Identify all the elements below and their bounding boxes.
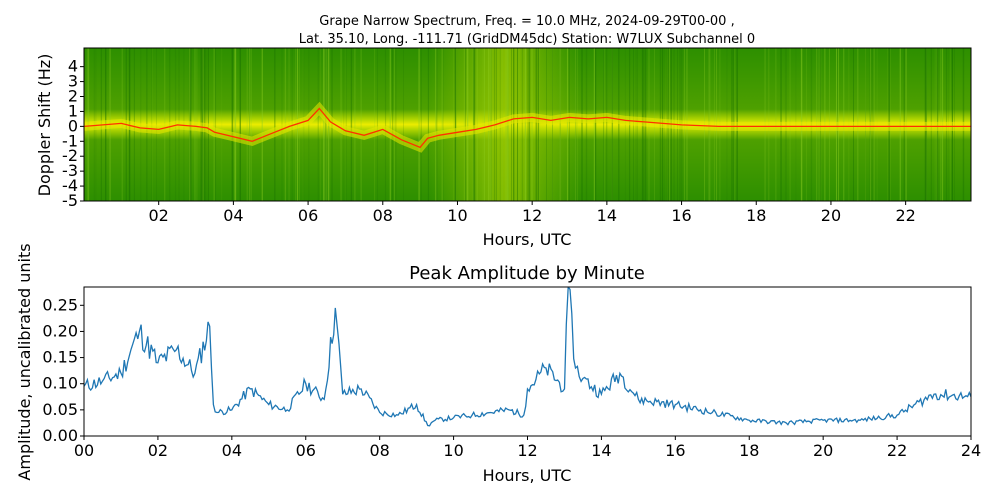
- amplitude-y-tick-label: 0.15: [42, 348, 78, 367]
- spectrogram-x-tick-label: 18: [746, 206, 766, 225]
- amplitude-x-tick-label: 10: [443, 441, 463, 460]
- amplitude-x-tick-label: 02: [148, 441, 168, 460]
- spectrogram-x-tick-label: 22: [895, 206, 915, 225]
- spectrogram-x-axis-label: Hours, UTC: [483, 230, 572, 249]
- spectrogram-x-tick-label: 16: [671, 206, 691, 225]
- doppler-trace-line: [84, 107, 971, 149]
- amplitude-y-ticks: 0.00 0.05 0.10 0.15 0.20 0.25: [42, 295, 84, 445]
- amplitude-x-tick-label: 00: [74, 441, 94, 460]
- amplitude-x-tick-label: 18: [739, 441, 759, 460]
- amplitude-y-tick-label: 0.10: [42, 374, 78, 393]
- amplitude-x-tick-label: 20: [813, 441, 833, 460]
- spectrogram-x-tick-label: 10: [447, 206, 467, 225]
- spectrogram-y-tick-label: 2: [68, 87, 78, 106]
- amplitude-x-tick-label: 06: [296, 441, 316, 460]
- spectrogram-frame: [83, 47, 972, 202]
- amplitude-y-tick-label: 0.25: [42, 295, 78, 314]
- spectrogram-x-ticks: 02 04 06 08 10 12 14 16 18 20 22: [149, 201, 916, 225]
- spectrogram-y-tick-label: -2: [62, 146, 78, 165]
- amplitude-x-tick-label: 22: [887, 441, 907, 460]
- spectrogram-x-tick-label: 02: [149, 206, 169, 225]
- figure-title-line-2: Lat. 35.10, Long. -111.71 (GridDM45dc) S…: [299, 32, 755, 47]
- amplitude-series-line: [84, 287, 971, 427]
- spectrogram-y-tick-label: -4: [62, 176, 78, 195]
- spectrogram-y-tick-label: -1: [62, 131, 78, 150]
- amplitude-x-tick-label: 24: [961, 441, 981, 460]
- amplitude-x-tick-label: 14: [591, 441, 611, 460]
- spectrogram-y-tick-label: -5: [62, 191, 78, 210]
- amplitude-x-ticks: 00 02 04 06 08 10 12 14 16 18 20 22 24: [74, 436, 981, 460]
- spectrogram-y-axis-label: Doppler Shift (Hz): [35, 54, 54, 197]
- spectrogram-y-tick-label: 4: [68, 57, 78, 76]
- spectrogram-x-tick-label: 14: [597, 206, 617, 225]
- amplitude-x-tick-label: 16: [665, 441, 685, 460]
- amplitude-chart-title: Peak Amplitude by Minute: [409, 263, 645, 284]
- amplitude-panel: Peak Amplitude by Minute 00 02 04 06 08 10 12 1…: [15, 243, 981, 485]
- spectrogram-y-tick-label: 1: [68, 101, 78, 120]
- figure-title-line-1: Grape Narrow Spectrum, Freq. = 10.0 MHz,…: [319, 14, 734, 29]
- amplitude-y-tick-label: 0.20: [42, 321, 78, 340]
- amplitude-x-axis-label: Hours, UTC: [483, 466, 572, 485]
- spectrogram-x-tick-label: 12: [522, 206, 542, 225]
- amplitude-y-axis-label: Amplitude, uncalibrated units: [15, 243, 34, 480]
- spectrogram-x-tick-label: 20: [821, 206, 841, 225]
- spectrogram-x-tick-label: 04: [223, 206, 243, 225]
- spectrogram-x-tick-label: 06: [298, 206, 318, 225]
- spectrogram-y-tick-label: 0: [68, 116, 78, 135]
- spectrogram-y-tick-label: 3: [68, 72, 78, 91]
- amplitude-x-tick-label: 04: [222, 441, 242, 460]
- amplitude-frame: [83, 286, 972, 437]
- amplitude-y-tick-label: 0.05: [42, 400, 78, 419]
- amplitude-y-tick-label: 0.00: [42, 426, 78, 445]
- amplitude-x-tick-label: 12: [517, 441, 537, 460]
- spectrogram-y-tick-label: -3: [62, 161, 78, 180]
- amplitude-x-tick-label: 08: [369, 441, 389, 460]
- spectrogram-x-tick-label: 08: [373, 206, 393, 225]
